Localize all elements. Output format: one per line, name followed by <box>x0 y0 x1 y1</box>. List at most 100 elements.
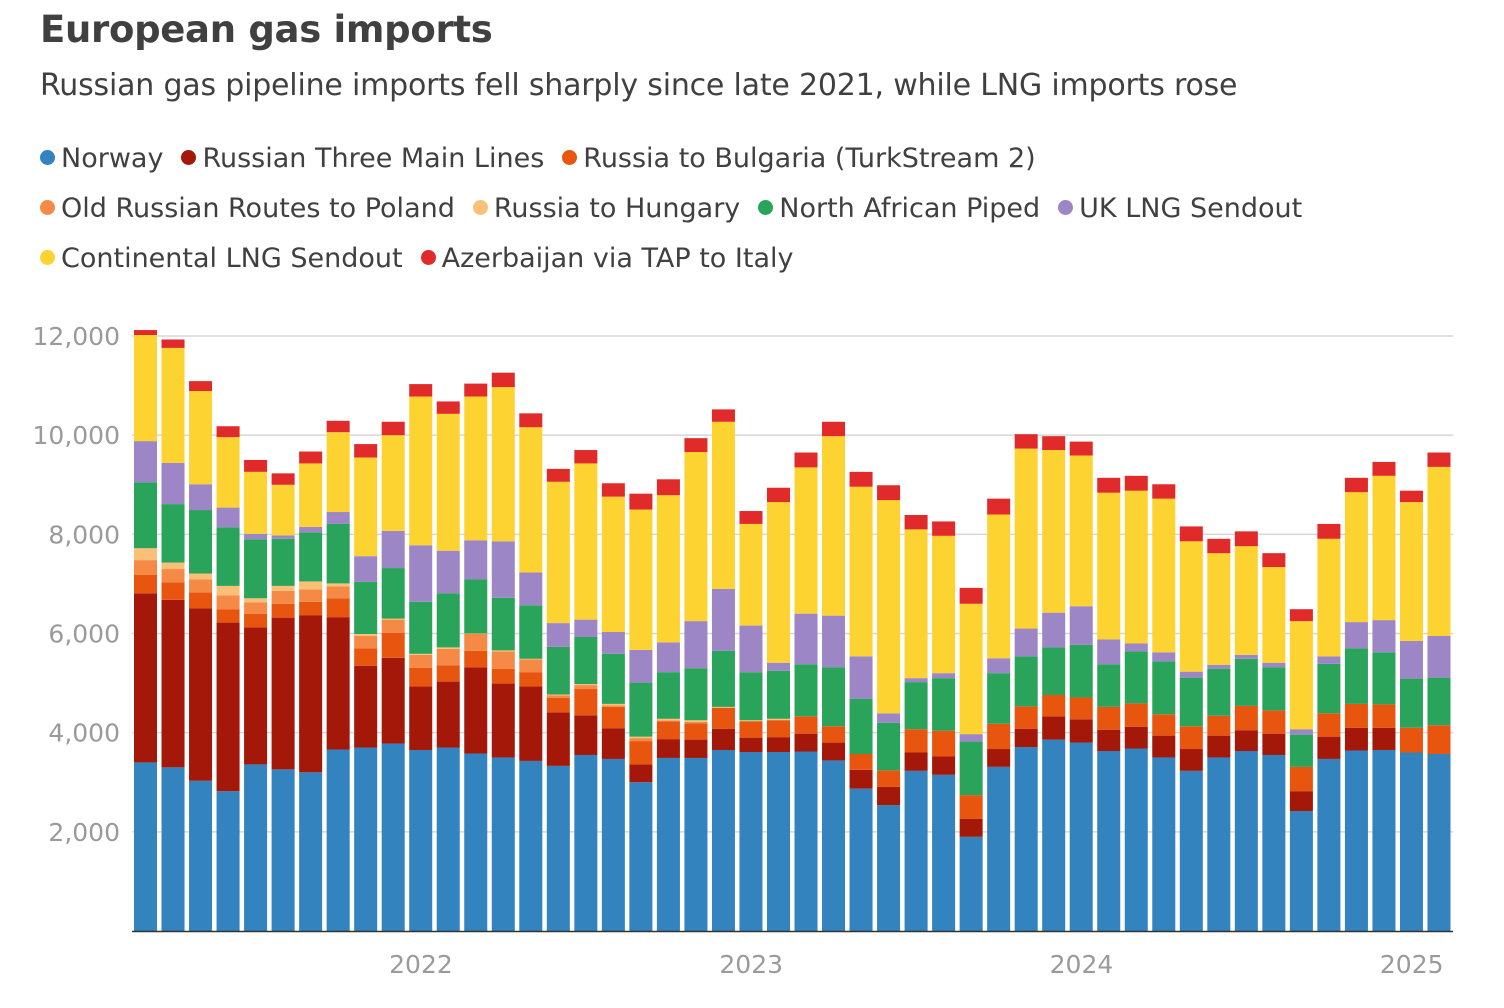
bar-segment-uk-lng-sendout <box>904 678 928 683</box>
bar-segment-continental-lng-sendout <box>1317 538 1341 657</box>
bar-segment-old-russian-routes-to-poland <box>519 659 543 673</box>
bar-segment-north-african-piped <box>684 668 708 721</box>
legend-item-russia-to-hungary: Russia to Hungary <box>472 184 740 234</box>
bar-segment-uk-lng-sendout <box>711 588 735 651</box>
bar-segment-old-russian-routes-to-poland <box>189 579 213 593</box>
bar-segment-north-african-piped <box>1372 652 1396 705</box>
bar-segment-continental-lng-sendout <box>244 471 268 534</box>
bar-segment-uk-lng-sendout <box>436 550 460 594</box>
bar-segment-north-african-piped <box>1399 678 1423 728</box>
bar-segment-russia-to-bulgaria-turkstream-2 <box>1097 706 1121 730</box>
bar-segment-uk-lng-sendout <box>1152 652 1176 662</box>
bar-segment-russian-three-main-lines <box>1372 727 1396 751</box>
bar-segment-russia-to-bulgaria-turkstream-2 <box>684 723 708 740</box>
x-axis: 2022 2023 2024 2025 <box>132 930 1453 979</box>
bar-segment-russian-three-main-lines <box>711 728 735 751</box>
bar-segment-norway <box>877 805 901 931</box>
legend-swatch <box>1058 200 1074 215</box>
bar-segment-uk-lng-sendout <box>519 572 543 606</box>
legend-item-uk-lng-sendout: UK LNG Sendout <box>1058 184 1302 234</box>
bar-segment-north-african-piped <box>189 510 213 574</box>
legend-swatch <box>40 150 55 165</box>
bar-segment-azerbaijan-via-tap-to-italy <box>794 452 818 468</box>
bar-segment-uk-lng-sendout <box>1372 620 1396 653</box>
bar-segment-russia-to-bulgaria-turkstream-2 <box>904 729 928 753</box>
bar-segment-russia-to-bulgaria-turkstream-2 <box>436 665 460 682</box>
bar-segment-continental-lng-sendout <box>711 421 735 589</box>
bar-segment-norway <box>409 750 433 931</box>
bar-segment-azerbaijan-via-tap-to-italy <box>1344 477 1368 493</box>
bar-segment-russia-to-hungary <box>601 703 625 706</box>
bar-segment-uk-lng-sendout <box>766 662 790 671</box>
x-tick-label: 2025 <box>1380 950 1444 979</box>
bar-segment-azerbaijan-via-tap-to-italy <box>464 383 488 397</box>
bar-segment-continental-lng-sendout <box>1399 502 1423 641</box>
bar-segment-azerbaijan-via-tap-to-italy <box>987 498 1011 515</box>
bar-segment-continental-lng-sendout <box>464 396 488 541</box>
bar-segment-norway <box>932 774 956 931</box>
bar-segment-russia-to-hungary <box>519 658 543 660</box>
bar-segment-russia-to-bulgaria-turkstream-2 <box>1042 694 1066 717</box>
bar-segment-continental-lng-sendout <box>656 495 680 643</box>
bar-segment-norway <box>1262 754 1286 931</box>
bar-segment-norway <box>519 760 543 931</box>
x-tick-label: 2023 <box>719 950 783 979</box>
bar-segment-russia-to-hungary <box>711 706 735 708</box>
bar-segment-uk-lng-sendout <box>216 507 240 528</box>
bar-segment-norway <box>134 762 158 931</box>
bar-segment-russia-to-bulgaria-turkstream-2 <box>959 795 983 819</box>
bar-segment-azerbaijan-via-tap-to-italy <box>629 493 653 510</box>
bar-segment-norway <box>1069 742 1093 931</box>
bar-segment-russia-to-bulgaria-turkstream-2 <box>216 609 240 623</box>
bar-segment-old-russian-routes-to-poland <box>491 651 515 669</box>
bar-segment-continental-lng-sendout <box>1234 546 1258 655</box>
bar-segment-uk-lng-sendout <box>1179 671 1203 678</box>
bar-segment-norway <box>1372 750 1396 931</box>
bar-segment-north-african-piped <box>244 539 268 599</box>
bar-segment-russia-to-hungary <box>574 684 598 686</box>
bar-segment-uk-lng-sendout <box>464 540 488 580</box>
bar-segment-russian-three-main-lines <box>189 608 213 781</box>
bar-segment-russia-to-bulgaria-turkstream-2 <box>546 697 570 713</box>
bar-segment-russian-three-main-lines <box>1207 735 1231 758</box>
bar-segment-russian-three-main-lines <box>987 749 1011 767</box>
bar-segment-north-african-piped <box>766 670 790 719</box>
bar-segment-russia-to-bulgaria-turkstream-2 <box>354 648 378 666</box>
bar-segment-russian-three-main-lines <box>1317 736 1341 759</box>
bar-segment-russian-three-main-lines <box>574 715 598 755</box>
bar-segment-russian-three-main-lines <box>519 686 543 761</box>
legend-label: Russia to Bulgaria (TurkStream 2) <box>583 143 1036 174</box>
bar-segment-continental-lng-sendout <box>684 452 708 622</box>
bar-segment-norway <box>1399 752 1423 931</box>
bar-segment-uk-lng-sendout <box>409 545 433 602</box>
bar-segment-uk-lng-sendout <box>849 656 873 699</box>
bar-segment-russian-three-main-lines <box>161 599 185 768</box>
bar-segment-old-russian-routes-to-poland <box>546 695 570 698</box>
bar-segment-russian-three-main-lines <box>849 769 873 789</box>
bar-segment-russia-to-hungary <box>656 718 680 721</box>
bar-segment-north-african-piped <box>216 527 240 586</box>
legend-item-norway: Norway <box>40 134 163 184</box>
bar-segment-russia-to-bulgaria-turkstream-2 <box>1317 713 1341 737</box>
bar-segment-continental-lng-sendout <box>436 413 460 551</box>
bar-segment-north-african-piped <box>464 579 488 634</box>
bar-segment-north-african-piped <box>1069 644 1093 698</box>
bar-segment-old-russian-routes-to-poland <box>464 634 488 651</box>
bar-segment-continental-lng-sendout <box>1344 492 1368 623</box>
bar-segment-russian-three-main-lines <box>766 737 790 752</box>
bar-segment-uk-lng-sendout <box>794 613 818 665</box>
bar-segment-russia-to-bulgaria-turkstream-2 <box>519 672 543 687</box>
bar-segment-russia-to-bulgaria-turkstream-2 <box>1069 697 1093 720</box>
bar-segment-uk-lng-sendout <box>1289 729 1313 735</box>
bar-segment-north-african-piped <box>932 678 956 731</box>
bar-segment-north-african-piped <box>134 482 158 549</box>
bar-segment-continental-lng-sendout <box>987 514 1011 659</box>
bar-segment-continental-lng-sendout <box>271 484 295 536</box>
bar-segment-north-african-piped <box>1427 677 1451 726</box>
bar-segment-continental-lng-sendout <box>822 436 846 616</box>
bar-segment-uk-lng-sendout <box>161 462 185 505</box>
bar-segment-north-african-piped <box>739 672 763 721</box>
bar-segment-azerbaijan-via-tap-to-italy <box>1097 477 1121 493</box>
bar-segment-russia-to-hungary <box>189 573 213 580</box>
bar-segment-russian-three-main-lines <box>1124 726 1148 749</box>
